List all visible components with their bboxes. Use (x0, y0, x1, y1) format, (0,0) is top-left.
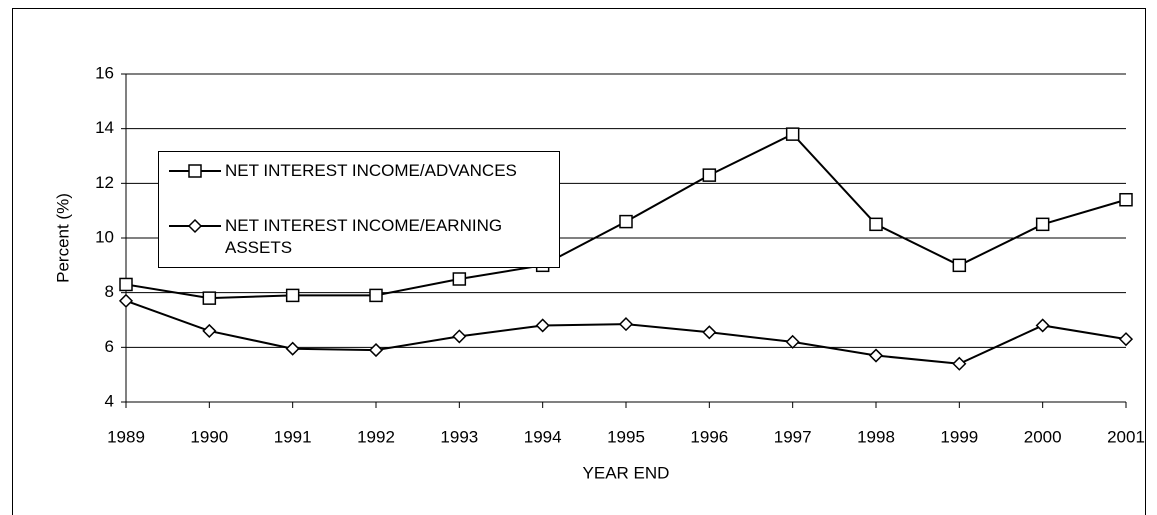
y-tick-label: 4 (105, 391, 114, 410)
marker (618, 317, 634, 332)
legend-label: NET INTEREST INCOME/EARNING ASSETS (225, 216, 503, 257)
marker (952, 356, 967, 371)
marker (785, 334, 800, 349)
x-tick-label: 1993 (440, 427, 478, 446)
chart-border (12, 8, 1146, 515)
legend-swatch (169, 164, 221, 178)
marker (1118, 332, 1134, 347)
marker (1035, 217, 1050, 232)
marker (118, 293, 134, 308)
marker (1119, 192, 1133, 207)
x-tick-label: 1992 (357, 427, 395, 446)
x-tick-label: 1989 (107, 427, 145, 446)
marker (202, 291, 217, 305)
x-axis-label: YEAR END (583, 463, 670, 482)
y-tick-label: 8 (105, 282, 114, 301)
legend-label: NET INTEREST INCOME/ADVANCES (225, 161, 517, 180)
marker (119, 277, 133, 292)
y-tick-label: 12 (95, 173, 114, 192)
x-tick-label: 1991 (274, 427, 312, 446)
marker (869, 217, 883, 232)
x-tick-label: 1995 (607, 427, 645, 446)
series-line (125, 299, 1127, 365)
x-tick-label: 1997 (774, 427, 812, 446)
marker (702, 168, 717, 182)
legend-entry: NET INTEREST INCOME/EARNING ASSETS (169, 215, 555, 259)
x-tick-label: 1990 (190, 427, 228, 446)
x-tick-label: 1999 (940, 427, 978, 446)
x-tick-label: 2001 (1107, 427, 1145, 446)
x-tick-label: 1996 (690, 427, 728, 446)
marker (619, 214, 633, 229)
y-tick-label: 16 (95, 63, 114, 82)
marker (285, 288, 300, 303)
marker (285, 341, 300, 356)
marker (202, 323, 217, 338)
marker (785, 127, 800, 141)
y-tick-label: 6 (105, 337, 114, 356)
marker (187, 218, 203, 234)
marker (1035, 318, 1050, 333)
x-tick-label: 1994 (524, 427, 562, 446)
legend-swatch (169, 218, 221, 234)
y-axis-label: Percent (%) (53, 193, 72, 283)
marker (369, 288, 383, 303)
y-tick-label: 14 (95, 118, 114, 137)
marker (702, 325, 717, 340)
legend: NET INTEREST INCOME/ADVANCES NET INTEREST… (158, 151, 560, 268)
legend-entry: NET INTEREST INCOME/ADVANCES (169, 160, 555, 182)
marker (535, 318, 550, 333)
marker (452, 329, 467, 344)
marker (368, 343, 384, 358)
y-tick-label: 10 (95, 227, 114, 246)
x-tick-label: 1998 (857, 427, 895, 446)
marker (868, 348, 884, 363)
marker (452, 272, 467, 286)
marker (952, 258, 967, 273)
marker (188, 164, 202, 178)
x-tick-label: 2000 (1024, 427, 1062, 446)
